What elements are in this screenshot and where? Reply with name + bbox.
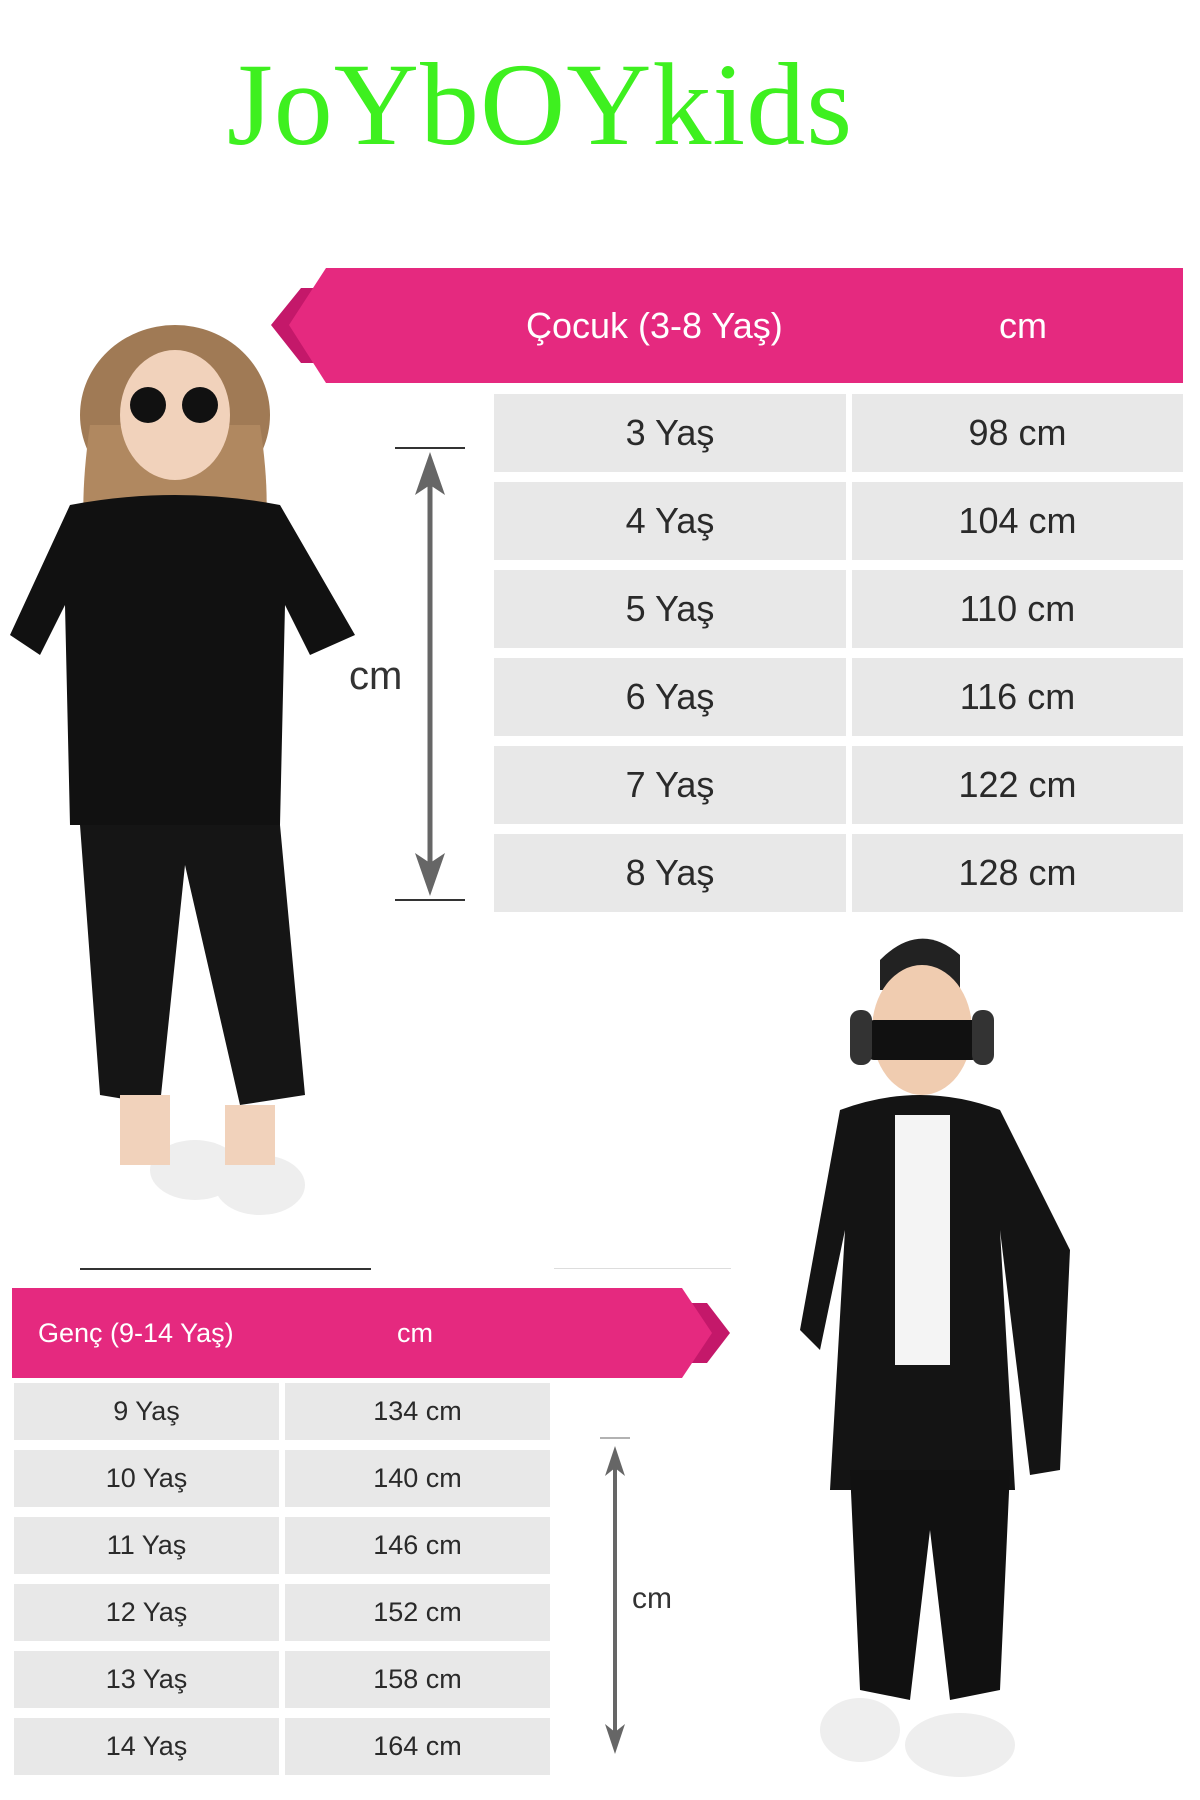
height-cell: 122 cm xyxy=(852,746,1183,824)
height-cell: 140 cm xyxy=(285,1450,550,1507)
age-cell: 7 Yaş xyxy=(494,746,846,824)
age-cell: 14 Yaş xyxy=(14,1718,279,1775)
teen-table-title: Genç (9-14 Yaş) xyxy=(38,1317,234,1348)
table-row: 9 Yaş 134 cm xyxy=(14,1383,550,1440)
table-row: 12 Yaş 152 cm xyxy=(14,1584,550,1641)
height-measure-label: cm xyxy=(349,654,403,698)
table-row: 11 Yaş 146 cm xyxy=(14,1517,550,1574)
brand-logo: JoYbOYkids xyxy=(226,39,854,170)
teen-table-unit-header: cm xyxy=(397,1317,433,1348)
age-cell: 13 Yaş xyxy=(14,1651,279,1708)
age-cell: 5 Yaş xyxy=(494,570,846,648)
child-table-unit-header: cm xyxy=(999,304,1047,346)
height-cell: 152 cm xyxy=(285,1584,550,1641)
child-table-header: Çocuk (3-8 Yaş) cm xyxy=(271,268,1183,383)
height-cell: 128 cm xyxy=(852,834,1183,912)
table-row: 10 Yaş 140 cm xyxy=(14,1450,550,1507)
height-arrow-icon xyxy=(600,1437,630,1754)
table-row: 8 Yaş 128 cm xyxy=(494,834,1183,912)
height-arrow-icon xyxy=(395,447,465,901)
boy-model-image xyxy=(800,938,1070,1777)
floor-line xyxy=(80,1268,371,1270)
age-cell: 10 Yaş xyxy=(14,1450,279,1507)
height-cell: 146 cm xyxy=(285,1517,550,1574)
girl-model-image xyxy=(10,325,355,1215)
table-row: 5 Yaş 110 cm xyxy=(494,570,1183,648)
header-banner-shape xyxy=(271,268,1183,383)
height-cell: 104 cm xyxy=(852,482,1183,560)
child-table-title: Çocuk (3-8 Yaş) xyxy=(526,304,783,346)
teen-table-header: Genç (9-14 Yaş) cm xyxy=(12,1288,730,1378)
height-cell: 158 cm xyxy=(285,1651,550,1708)
height-cell: 116 cm xyxy=(852,658,1183,736)
age-cell: 8 Yaş xyxy=(494,834,846,912)
age-cell: 11 Yaş xyxy=(14,1517,279,1574)
height-cell: 98 cm xyxy=(852,394,1183,472)
height-cell: 110 cm xyxy=(852,570,1183,648)
table-row: 7 Yaş 122 cm xyxy=(494,746,1183,824)
header-banner-shape xyxy=(12,1288,730,1378)
age-cell: 6 Yaş xyxy=(494,658,846,736)
age-cell: 3 Yaş xyxy=(494,394,846,472)
age-cell: 4 Yaş xyxy=(494,482,846,560)
table-row: 6 Yaş 116 cm xyxy=(494,658,1183,736)
age-cell: 9 Yaş xyxy=(14,1383,279,1440)
divider-line xyxy=(554,1268,731,1269)
table-row: 3 Yaş 98 cm xyxy=(494,394,1183,472)
height-measure-label: cm xyxy=(632,1582,672,1615)
table-row: 13 Yaş 158 cm xyxy=(14,1651,550,1708)
age-cell: 12 Yaş xyxy=(14,1584,279,1641)
table-row: 14 Yaş 164 cm xyxy=(14,1718,550,1775)
table-row: 4 Yaş 104 cm xyxy=(494,482,1183,560)
height-cell: 134 cm xyxy=(285,1383,550,1440)
height-cell: 164 cm xyxy=(285,1718,550,1775)
